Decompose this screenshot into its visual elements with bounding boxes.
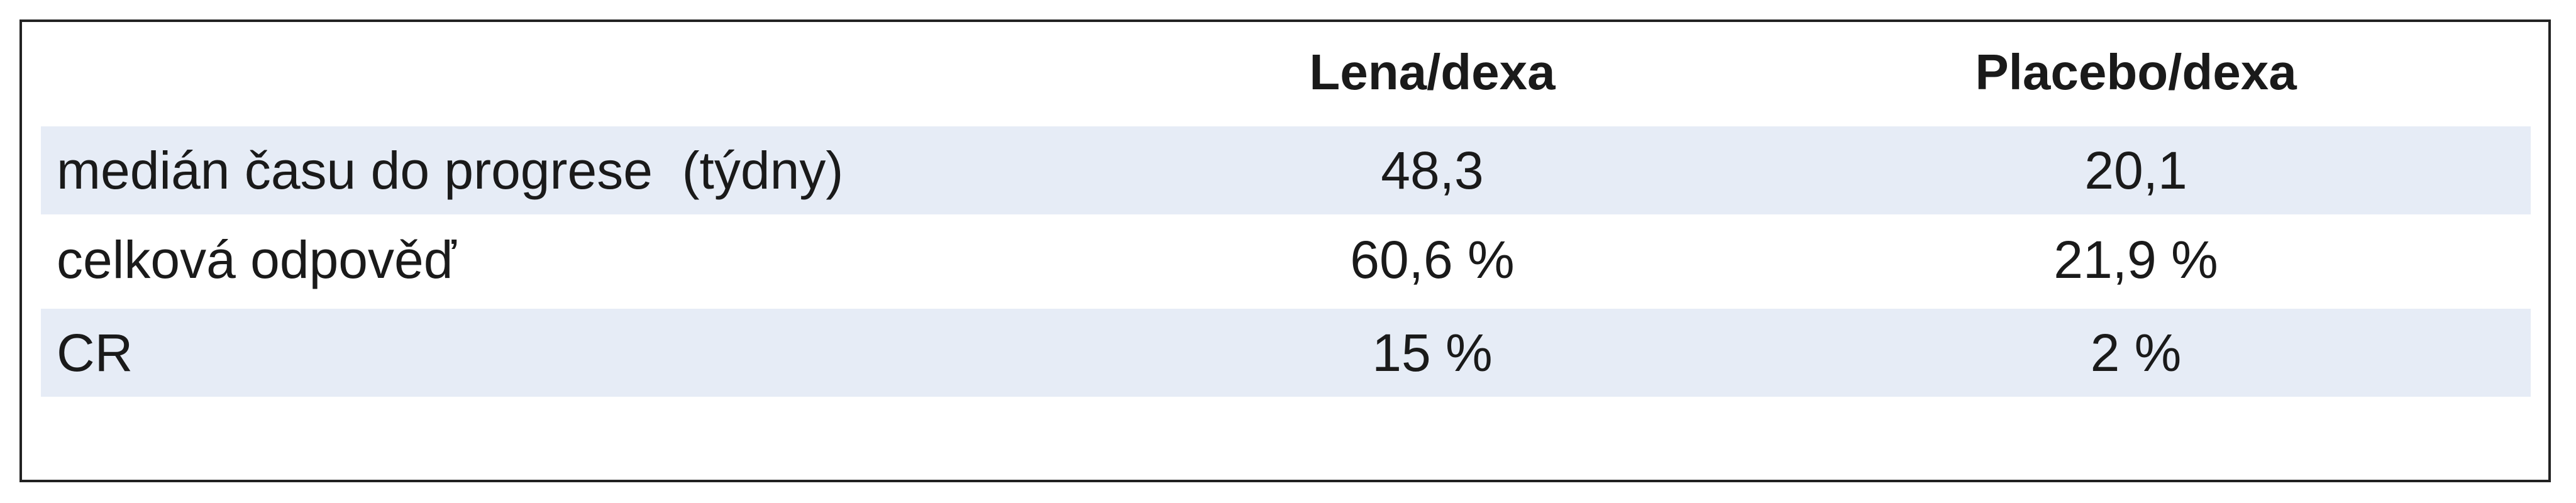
table-row: CR 15 % 2 % — [41, 309, 2531, 397]
cell-value: 21,9 % — [2054, 230, 2218, 289]
column-header: Placebo/dexa — [1975, 44, 2297, 100]
header-row: Lena/dexa Placebo/dexa — [41, 28, 2531, 116]
table-frame — [19, 19, 2551, 482]
cell-value: 48,3 — [1381, 141, 1484, 200]
cell-value: 20,1 — [2084, 141, 2187, 200]
column-header: Lena/dexa — [1309, 44, 1556, 100]
row-label: medián času do progrese (týdny) — [57, 141, 844, 200]
cell-value: 2 % — [2090, 323, 2182, 382]
table-row: medián času do progrese (týdny) 48,3 20,1 — [41, 126, 2531, 214]
cell-value: 15 % — [1372, 323, 1493, 382]
cell-value: 60,6 % — [1350, 230, 1515, 289]
row-label: CR — [57, 323, 133, 382]
table-row: celková odpověď 60,6 % 21,9 % — [41, 216, 2531, 304]
row-label: celková odpověď — [57, 230, 456, 289]
